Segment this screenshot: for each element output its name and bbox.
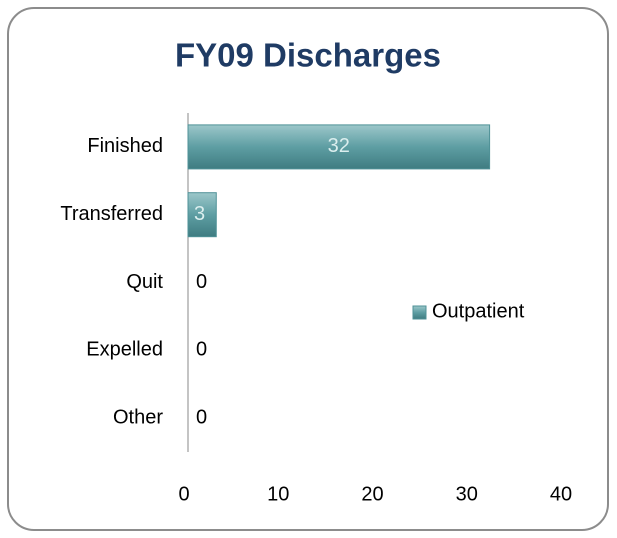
y-tick-label: Other [113, 406, 163, 428]
legend-label: Outpatient [432, 300, 525, 322]
data-label: 0 [196, 271, 207, 293]
bar [187, 124, 491, 170]
legend-swatch [412, 305, 427, 320]
y-tick-label: Transferred [60, 203, 163, 225]
y-tick-label: Expelled [86, 339, 163, 361]
x-tick-label: 40 [550, 483, 572, 505]
x-tick-label: 10 [267, 483, 289, 505]
data-label: 0 [196, 339, 207, 361]
data-label: 32 [328, 135, 350, 157]
x-tick-label: 0 [178, 483, 189, 505]
x-tick-label: 30 [456, 483, 478, 505]
data-label: 3 [194, 203, 205, 225]
y-tick-label: Quit [126, 271, 163, 293]
chart-border [7, 7, 609, 531]
bar [187, 192, 217, 238]
data-label: 0 [196, 406, 207, 428]
y-tick-label: Finished [87, 135, 163, 157]
x-tick-label: 20 [361, 483, 383, 505]
chart-title: FY09 Discharges [175, 37, 441, 74]
